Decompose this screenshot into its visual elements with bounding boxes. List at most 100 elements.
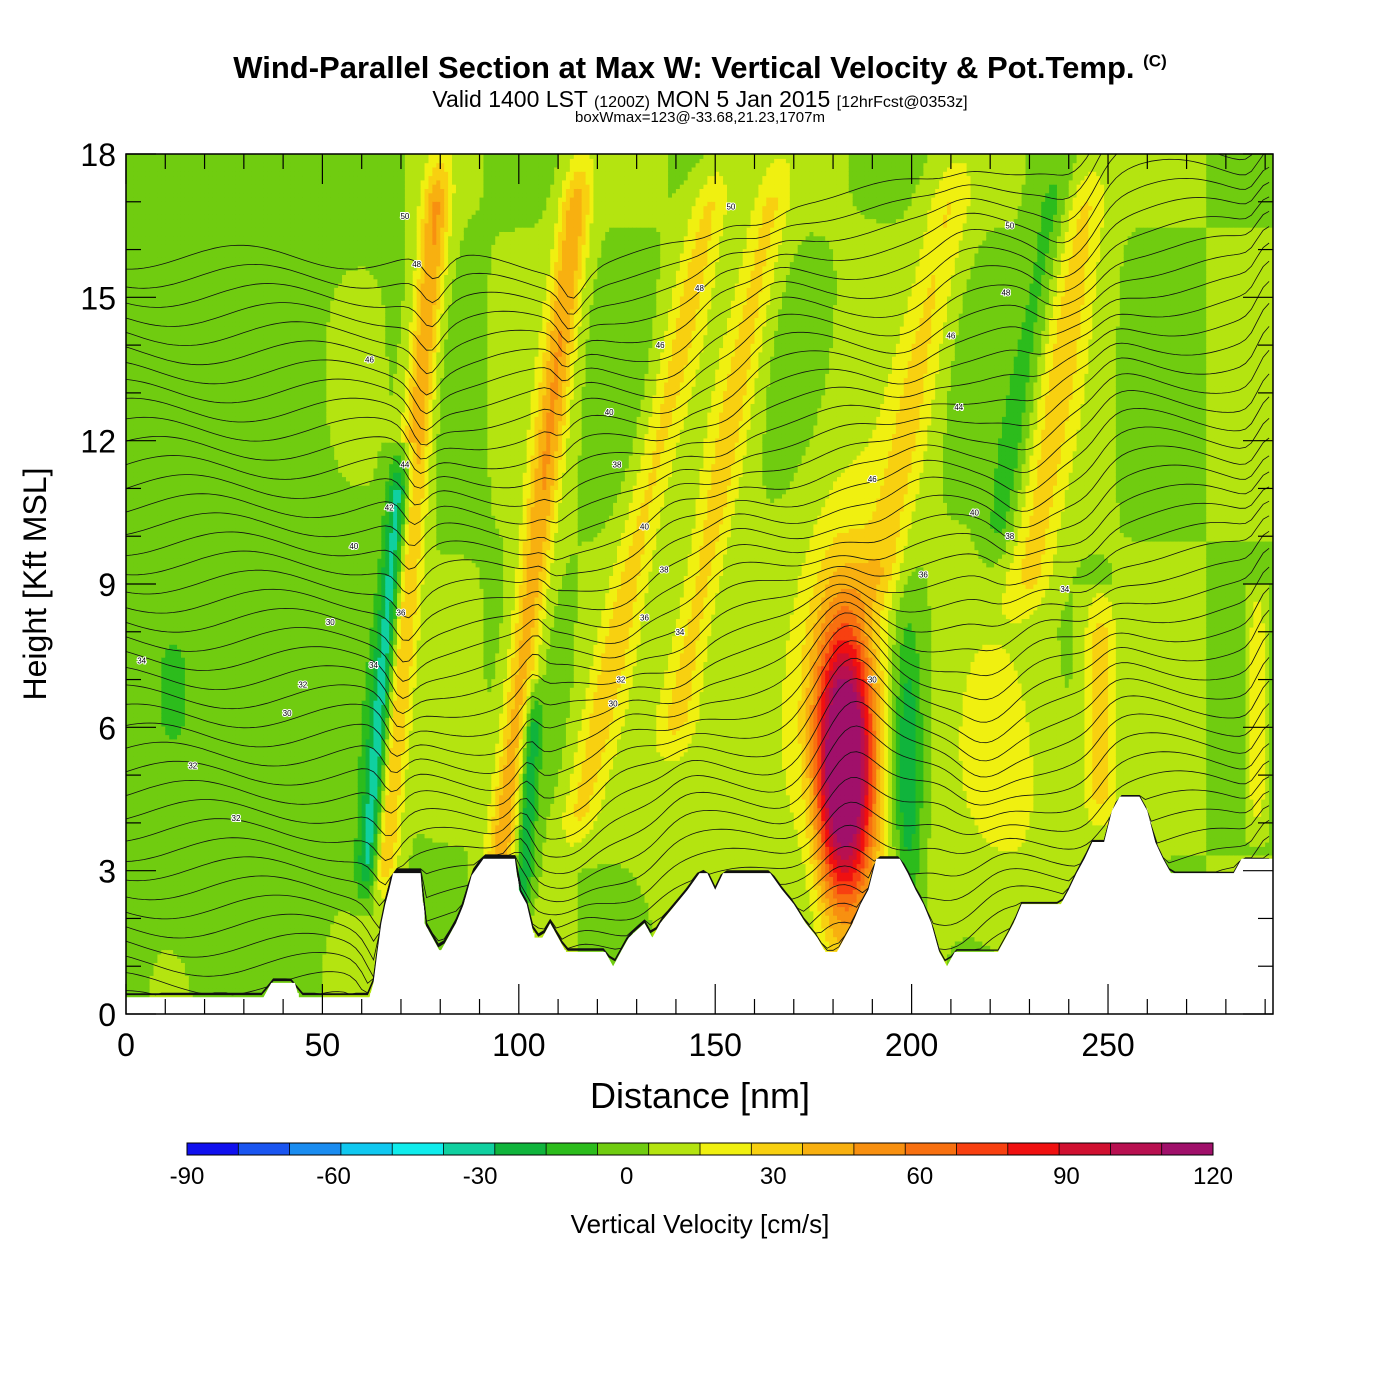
- w-cell: [157, 915, 162, 920]
- w-cell: [185, 244, 190, 249]
- w-cell: [142, 412, 147, 417]
- w-cell: [169, 747, 174, 752]
- w-cell: [146, 279, 151, 284]
- w-cell: [130, 563, 135, 568]
- w-cell: [193, 984, 198, 989]
- w-cell: [130, 709, 135, 714]
- w-cell: [173, 477, 178, 482]
- w-cell: [197, 494, 202, 499]
- w-cell: [189, 335, 194, 340]
- w-cell: [197, 309, 202, 314]
- w-cell: [130, 614, 135, 619]
- w-cell: [173, 808, 178, 813]
- w-cell: [173, 670, 178, 675]
- w-cell: [161, 365, 166, 370]
- w-cell: [161, 459, 166, 464]
- w-cell: [146, 360, 151, 365]
- w-cell: [134, 188, 139, 193]
- w-cell: [193, 661, 198, 666]
- w-cell: [189, 266, 194, 271]
- w-cell: [189, 464, 194, 469]
- w-cell: [142, 567, 147, 572]
- w-cell: [138, 180, 143, 185]
- w-cell: [161, 696, 166, 701]
- w-cell: [181, 653, 186, 658]
- w-cell: [154, 709, 159, 714]
- w-cell: [177, 451, 182, 456]
- w-cell: [157, 167, 162, 172]
- w-cell: [130, 803, 135, 808]
- w-cell: [193, 313, 198, 318]
- w-cell: [189, 833, 194, 838]
- w-cell: [161, 812, 166, 817]
- w-cell: [157, 279, 162, 284]
- w-cell: [138, 231, 143, 236]
- w-cell: [157, 240, 162, 245]
- w-cell: [165, 618, 170, 623]
- w-cell: [150, 429, 155, 434]
- w-cell: [146, 197, 151, 202]
- w-cell: [154, 614, 159, 619]
- w-cell: [197, 941, 202, 946]
- w-cell: [173, 244, 178, 249]
- w-cell: [142, 679, 147, 684]
- w-cell: [185, 459, 190, 464]
- w-cell: [154, 790, 159, 795]
- w-cell: [173, 339, 178, 344]
- w-cell: [154, 163, 159, 168]
- w-cell: [181, 765, 186, 770]
- w-cell: [138, 214, 143, 219]
- w-cell: [161, 597, 166, 602]
- w-cell: [165, 786, 170, 791]
- w-cell: [177, 219, 182, 224]
- w-cell: [138, 614, 143, 619]
- w-cell: [138, 455, 143, 460]
- w-cell: [165, 279, 170, 284]
- w-cell: [134, 425, 139, 430]
- w-cell: [169, 657, 174, 662]
- w-cell: [197, 967, 202, 972]
- w-cell: [138, 735, 143, 740]
- w-cell: [185, 924, 190, 929]
- w-cell: [189, 829, 194, 834]
- w-cell: [169, 266, 174, 271]
- w-cell: [193, 416, 198, 421]
- w-cell: [177, 429, 182, 434]
- w-cell: [142, 485, 147, 490]
- w-cell: [130, 692, 135, 697]
- w-cell: [177, 808, 182, 813]
- w-cell: [193, 507, 198, 512]
- w-cell: [193, 571, 198, 576]
- w-cell: [146, 408, 151, 413]
- w-cell: [138, 339, 143, 344]
- w-cell: [138, 726, 143, 731]
- w-cell: [181, 640, 186, 645]
- w-cell: [157, 649, 162, 654]
- w-cell: [138, 747, 143, 752]
- w-cell: [154, 816, 159, 821]
- w-cell: [189, 193, 194, 198]
- w-cell: [150, 988, 155, 993]
- w-cell: [181, 481, 186, 486]
- w-cell: [165, 249, 170, 254]
- w-cell: [165, 296, 170, 301]
- w-cell: [134, 455, 139, 460]
- w-cell: [189, 945, 194, 950]
- w-cell: [134, 219, 139, 224]
- w-cell: [138, 464, 143, 469]
- w-cell: [193, 429, 198, 434]
- w-cell: [150, 317, 155, 322]
- w-cell: [181, 975, 186, 980]
- w-cell: [173, 773, 178, 778]
- w-cell: [169, 193, 174, 198]
- w-cell: [138, 713, 143, 718]
- w-cell: [130, 786, 135, 791]
- w-cell: [150, 313, 155, 318]
- w-cell: [197, 786, 202, 791]
- w-cell: [181, 511, 186, 516]
- w-cell: [154, 618, 159, 623]
- w-cell: [185, 717, 190, 722]
- w-cell: [130, 253, 135, 258]
- w-cell: [157, 197, 162, 202]
- w-cell: [185, 180, 190, 185]
